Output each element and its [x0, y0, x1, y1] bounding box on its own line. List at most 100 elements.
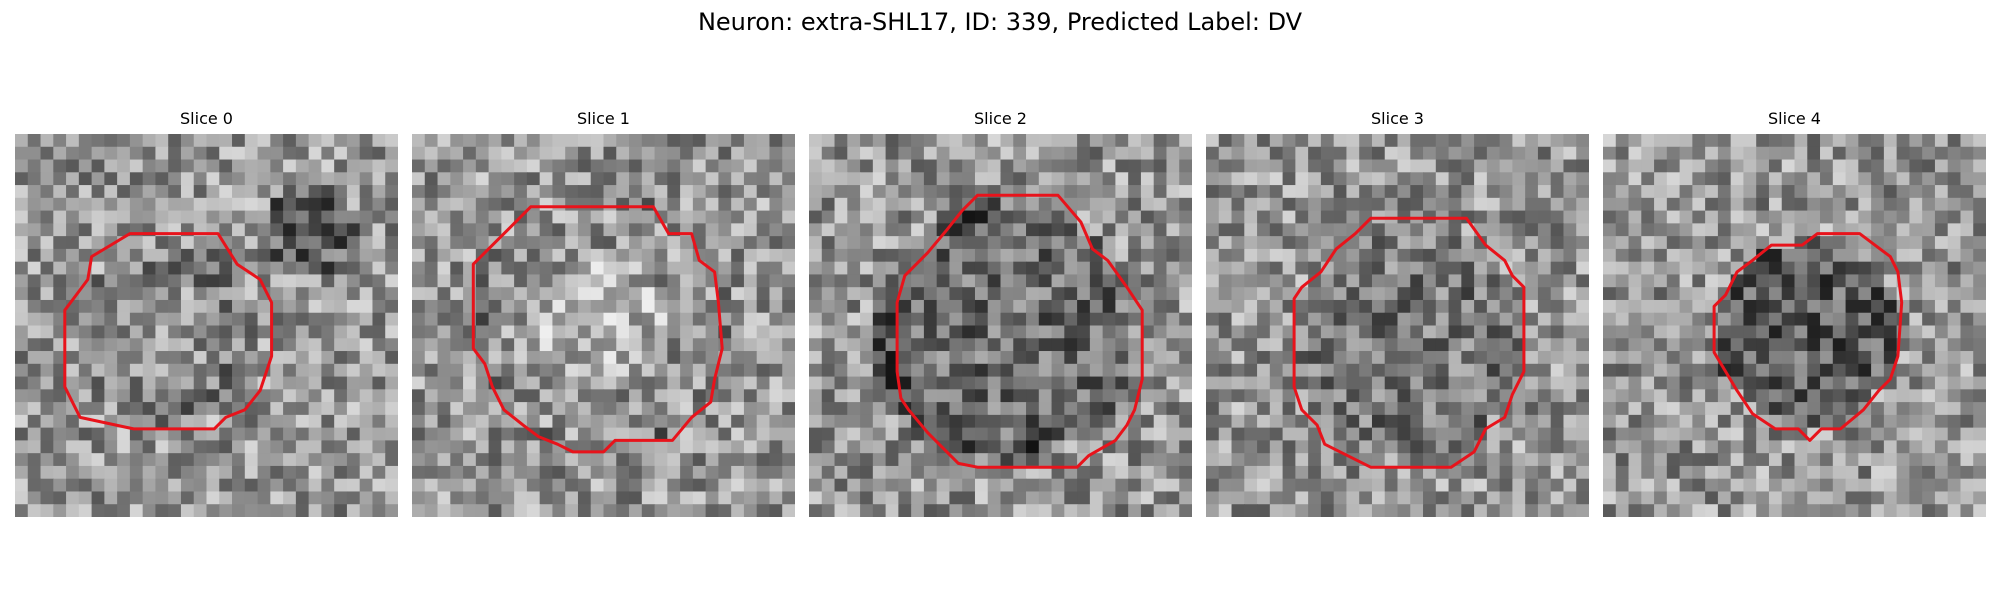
image-pixel	[1166, 453, 1180, 467]
image-pixel	[1179, 274, 1192, 288]
image-pixel	[1153, 248, 1168, 263]
image-pixel	[295, 363, 310, 378]
image-pixel	[321, 312, 335, 327]
image-pixel	[1000, 325, 1014, 339]
image-pixel	[1346, 274, 1360, 288]
image-pixel	[66, 248, 80, 263]
image-pixel	[1359, 389, 1373, 403]
image-pixel	[232, 504, 246, 517]
image-pixel	[1410, 491, 1424, 505]
image-pixel	[1218, 248, 1233, 263]
image-pixel	[809, 338, 823, 352]
image-pixel	[1308, 491, 1322, 505]
image-pixel	[1269, 172, 1284, 186]
image-pixel	[412, 261, 426, 276]
image-pixel	[385, 236, 398, 250]
image-pixel	[372, 287, 386, 301]
image-pixel	[501, 197, 515, 212]
image-pixel	[168, 389, 182, 403]
image-pixel	[1333, 363, 1348, 378]
image-pixel	[1563, 440, 1577, 454]
image-pixel	[1858, 185, 1872, 199]
image-pixel	[1166, 402, 1180, 416]
image-pixel	[359, 440, 374, 454]
image-pixel	[1794, 159, 1808, 173]
image-pixel	[193, 338, 208, 352]
image-pixel	[1909, 504, 1923, 517]
image-pixel	[193, 261, 208, 276]
image-pixel	[1794, 504, 1808, 517]
image-pixel	[1474, 312, 1488, 327]
image-pixel	[1282, 453, 1296, 467]
image-pixel	[1794, 402, 1808, 416]
image-pixel	[91, 427, 105, 441]
image-pixel	[412, 478, 426, 493]
image-pixel	[1115, 223, 1129, 237]
image-pixel	[501, 299, 515, 314]
image-pixel	[1320, 389, 1335, 403]
image-pixel	[1051, 453, 1065, 467]
image-pixel	[743, 197, 758, 212]
image-pixel	[1679, 491, 1693, 505]
image-pixel	[1576, 236, 1589, 250]
image-pixel	[1077, 427, 1091, 441]
image-pixel	[1550, 261, 1565, 276]
image-pixel	[1628, 299, 1642, 314]
image-pixel	[475, 402, 490, 416]
image-pixel	[78, 223, 93, 237]
image-pixel	[1371, 134, 1386, 148]
image-pixel	[629, 414, 643, 429]
image-pixel	[1153, 236, 1168, 250]
image-pixel	[1423, 261, 1437, 276]
image-pixel	[257, 312, 271, 327]
image-pixel	[437, 261, 451, 276]
image-pixel	[987, 414, 1002, 429]
image-pixel	[1705, 389, 1719, 403]
image-pixel	[1896, 248, 1910, 263]
image-pixel	[769, 172, 783, 186]
image-pixel	[1166, 248, 1180, 263]
image-pixel	[1282, 197, 1296, 212]
image-pixel	[872, 351, 887, 365]
image-pixel	[1038, 236, 1053, 250]
image-pixel	[962, 223, 976, 237]
image-pixel	[155, 274, 169, 288]
image-pixel	[1115, 299, 1129, 314]
image-pixel	[346, 465, 361, 480]
image-pixel	[1512, 478, 1526, 493]
image-pixel	[821, 414, 836, 429]
image-pixel	[923, 402, 938, 416]
image-pixel	[1128, 427, 1142, 441]
image-pixel	[1486, 491, 1501, 505]
image-pixel	[1257, 351, 1271, 365]
image-pixel	[1269, 478, 1284, 493]
image-pixel	[1231, 287, 1245, 301]
image-pixel	[872, 274, 887, 288]
image-pixel	[1051, 491, 1065, 505]
image-pixel	[731, 159, 745, 173]
image-pixel	[1537, 261, 1552, 276]
image-pixel	[1474, 338, 1488, 352]
image-pixel	[1922, 185, 1936, 199]
image-pixel	[1064, 325, 1078, 339]
image-pixel	[1346, 312, 1360, 327]
image-pixel	[1947, 172, 1962, 186]
image-pixel	[334, 491, 348, 505]
image-pixel	[1423, 287, 1437, 301]
image-pixel	[257, 172, 271, 186]
image-pixel	[129, 491, 144, 505]
image-pixel	[424, 351, 439, 365]
image-pixel	[1537, 414, 1552, 429]
image-pixel	[1973, 389, 1986, 403]
image-pixel	[1384, 274, 1399, 288]
image-pixel	[1641, 287, 1655, 301]
image-pixel	[949, 402, 963, 416]
image-pixel	[1026, 427, 1040, 441]
image-pixel	[1603, 223, 1617, 237]
image-pixel	[590, 402, 605, 416]
image-pixel	[219, 338, 233, 352]
image-pixel	[372, 248, 386, 263]
image-pixel	[1257, 287, 1271, 301]
image-pixel	[1845, 312, 1859, 327]
image-pixel	[962, 504, 976, 517]
